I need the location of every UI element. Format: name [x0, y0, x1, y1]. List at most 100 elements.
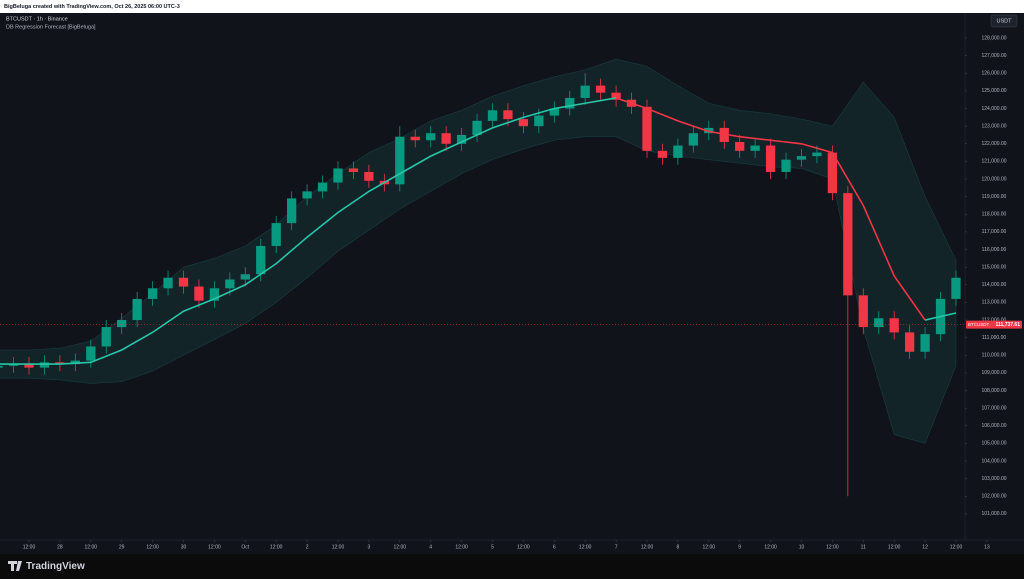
- x-tick-label: 12:00: [85, 544, 98, 550]
- candle-body: [889, 318, 899, 333]
- y-tick-label: 114,000.00: [982, 282, 1007, 288]
- candle-body: [580, 85, 590, 98]
- candle-body: [225, 279, 235, 289]
- y-tick-label: 101,000.00: [981, 511, 1006, 517]
- candle-body: [719, 127, 729, 143]
- price-label-box: [966, 320, 1022, 329]
- x-tick-label: 12:00: [394, 544, 407, 550]
- y-tick-label: 113,000.00: [982, 300, 1007, 306]
- candle-body: [147, 288, 158, 299]
- candle-body: [704, 127, 714, 134]
- x-tick-label: 12:00: [764, 544, 777, 550]
- candle-body: [456, 134, 467, 144]
- candle-body: [333, 168, 343, 183]
- candle-body: [611, 92, 621, 100]
- x-tick-label: 12: [922, 544, 928, 550]
- candle-body: [70, 360, 80, 365]
- price-label-symbol: BTCUSDT: [968, 322, 990, 327]
- y-tick-label: 125,000.00: [981, 88, 1006, 94]
- candle-body: [518, 119, 529, 127]
- x-tick-label: Oct: [241, 544, 249, 550]
- x-tick-label: 12:00: [455, 544, 468, 550]
- candle-body: [0, 365, 3, 368]
- regression-line: [0, 97, 957, 365]
- brand: TradingView: [26, 561, 85, 572]
- x-tick-label: 12:00: [950, 544, 963, 550]
- x-tick-label: 12:00: [23, 544, 36, 550]
- x-tick-label: 12:00: [270, 544, 283, 550]
- x-tick-label: 12:00: [517, 544, 530, 550]
- chart-title: BTCUSDT · 1h · Binance: [6, 16, 68, 22]
- y-tick-label: 120,000.00: [981, 176, 1006, 182]
- candle-body: [101, 327, 111, 347]
- candle-body: [441, 133, 451, 144]
- x-tick-label: 12:00: [579, 544, 592, 550]
- x-tick-label: 12:00: [826, 544, 839, 550]
- x-tick-label: 9: [738, 544, 741, 550]
- y-tick-label: 128,000.00: [981, 35, 1006, 41]
- candle-body: [287, 198, 297, 224]
- candle-body: [874, 318, 884, 328]
- candle-body: [750, 145, 760, 151]
- y-tick-label: 119,000.00: [982, 194, 1007, 200]
- candle-body: [905, 332, 915, 352]
- candle-body: [8, 364, 19, 366]
- candle-body: [348, 168, 359, 172]
- y-tick-label: 118,000.00: [982, 212, 1007, 218]
- candle-body: [55, 362, 65, 365]
- candle-body: [534, 115, 544, 127]
- candle-body: [796, 156, 807, 160]
- candle-body: [565, 97, 575, 109]
- regression-line: [615, 97, 926, 321]
- x-tick-label: 29: [119, 544, 125, 550]
- candle-body: [24, 364, 34, 368]
- regression-band: [0, 58, 957, 444]
- y-tick-label: 121,000.00: [981, 159, 1006, 165]
- brand-logo: [8, 561, 22, 571]
- candle-body: [410, 136, 420, 141]
- x-tick-label: 3: [368, 544, 371, 550]
- candle-body: [858, 295, 868, 328]
- plot-area: [0, 58, 961, 497]
- y-tick-label: 116,000.00: [982, 247, 1007, 253]
- y-tick-label: 108,000.00: [981, 388, 1006, 394]
- candle-body: [472, 120, 482, 135]
- x-tick-label: 13: [984, 544, 990, 550]
- indicator-name: DB Regression Forecast [BigBeluga]: [6, 24, 96, 30]
- y-tick-label: 123,000.00: [981, 123, 1006, 129]
- candle-body: [194, 286, 204, 301]
- candle-body: [240, 274, 250, 280]
- x-tick-label: 12:00: [332, 544, 345, 550]
- candle-body: [503, 110, 513, 120]
- x-tick-label: 30: [181, 544, 187, 550]
- x-tick-label: 28: [57, 544, 63, 550]
- candle-body: [765, 145, 776, 172]
- x-tick-label: 12:00: [888, 544, 901, 550]
- candle-body: [549, 108, 559, 116]
- price-label-value: 111,737.61: [996, 322, 1021, 328]
- candle-body: [163, 277, 173, 289]
- candle-body: [426, 133, 436, 141]
- x-tick-label: 7: [615, 544, 618, 550]
- candle-body: [688, 133, 698, 146]
- x-tick-label: 11: [861, 544, 866, 550]
- y-tick-label: 109,000.00: [981, 370, 1006, 376]
- y-tick-label: 107,000.00: [981, 405, 1006, 411]
- currency-box[interactable]: [990, 14, 1018, 28]
- x-tick-label: 12:00: [641, 544, 654, 550]
- candle-body: [951, 277, 961, 299]
- y-tick-label: 104,000.00: [981, 458, 1006, 464]
- candle-body: [256, 246, 266, 275]
- candle-body: [364, 171, 374, 181]
- candle-body: [117, 320, 127, 328]
- candle-body: [596, 85, 606, 93]
- y-tick-label: 124,000.00: [981, 106, 1006, 112]
- x-tick-label: 12:00: [146, 544, 159, 550]
- y-tick-label: 110,000.00: [982, 353, 1007, 359]
- y-tick-label: 115,000.00: [982, 264, 1007, 270]
- x-tick-label: 8: [676, 544, 679, 550]
- currency[interactable]: USDT: [997, 18, 1013, 24]
- candle-body: [271, 223, 281, 247]
